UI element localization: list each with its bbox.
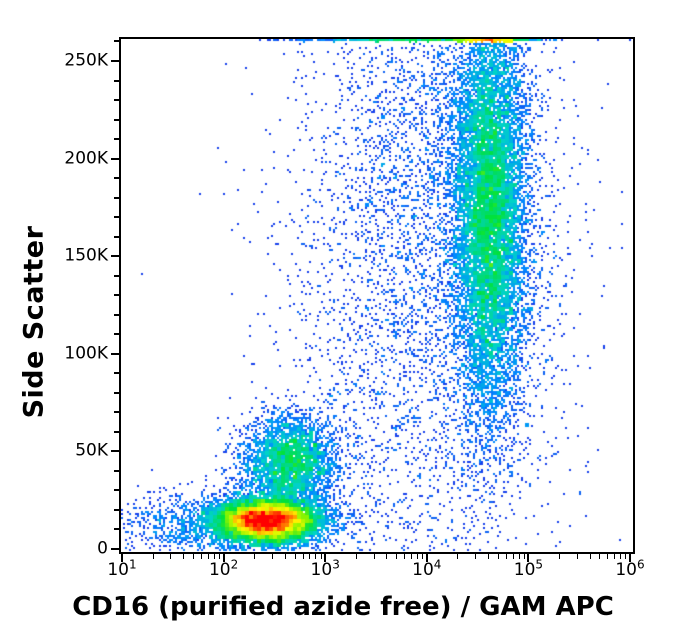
x-minor-tick xyxy=(302,554,304,559)
x-tick-label: 103 xyxy=(310,557,340,580)
x-tick-label: 105 xyxy=(513,557,544,580)
y-minor-tick xyxy=(114,118,119,121)
x-minor-tick xyxy=(396,554,398,559)
x-minor-tick xyxy=(294,554,296,559)
y-minor-tick xyxy=(114,430,119,433)
y-minor-tick xyxy=(114,40,119,43)
density-scatter-canvas xyxy=(121,39,633,552)
y-minor-tick xyxy=(114,391,119,394)
x-tick-label: 101 xyxy=(107,557,137,580)
y-minor-tick xyxy=(114,508,119,511)
x-minor-tick xyxy=(386,554,388,559)
y-minor-tick xyxy=(114,411,119,414)
x-major-tick xyxy=(121,554,123,562)
y-minor-tick xyxy=(114,333,119,336)
y-minor-tick xyxy=(114,528,119,531)
x-minor-tick xyxy=(523,554,525,559)
y-minor-tick xyxy=(114,489,119,492)
x-minor-tick xyxy=(625,554,627,559)
x-major-tick xyxy=(324,554,327,562)
x-minor-tick xyxy=(213,554,215,559)
x-minor-tick xyxy=(457,554,459,559)
x-minor-tick xyxy=(201,554,203,559)
x-axis-title: CD16 (purified azide free) / GAM APC xyxy=(72,592,614,622)
y-major-tick xyxy=(111,450,119,453)
y-major-tick xyxy=(111,548,119,550)
x-minor-tick xyxy=(404,554,406,559)
x-minor-tick xyxy=(416,554,418,559)
x-minor-tick xyxy=(373,554,375,559)
y-minor-tick xyxy=(114,196,119,199)
y-major-tick xyxy=(111,352,119,355)
y-major-tick xyxy=(111,157,119,160)
x-major-tick xyxy=(425,554,428,562)
plot-frame xyxy=(119,37,635,554)
y-minor-tick xyxy=(114,79,119,82)
x-minor-tick xyxy=(254,554,256,559)
x-minor-tick xyxy=(576,554,578,559)
x-minor-tick xyxy=(152,554,154,559)
x-minor-tick xyxy=(599,554,601,559)
y-minor-tick xyxy=(114,294,119,297)
y-minor-tick xyxy=(114,313,119,316)
x-minor-tick xyxy=(518,554,520,559)
x-minor-tick xyxy=(218,554,220,559)
x-minor-tick xyxy=(193,554,194,559)
y-tick-label: 200K xyxy=(64,148,108,169)
x-minor-tick xyxy=(315,554,317,559)
y-minor-tick xyxy=(114,99,119,102)
y-minor-tick xyxy=(114,138,119,141)
y-major-tick xyxy=(111,255,119,258)
y-minor-tick xyxy=(114,274,119,277)
x-minor-tick xyxy=(170,554,172,559)
x-major-tick xyxy=(222,554,225,562)
y-minor-tick xyxy=(114,235,119,238)
y-tick-label: 250K xyxy=(64,50,108,71)
x-minor-tick xyxy=(589,554,591,559)
x-minor-tick xyxy=(497,554,499,559)
y-tick-label: 150K xyxy=(64,245,108,266)
y-tick-label: 0 xyxy=(97,538,108,559)
y-minor-tick xyxy=(114,216,119,219)
x-minor-tick xyxy=(607,554,609,559)
x-minor-tick xyxy=(475,554,477,559)
x-minor-tick xyxy=(284,554,286,559)
x-minor-tick xyxy=(422,554,424,559)
x-minor-tick xyxy=(207,554,209,559)
x-tick-label: 102 xyxy=(208,557,239,580)
y-minor-tick xyxy=(114,469,119,472)
x-minor-tick xyxy=(355,554,357,559)
x-tick-label: 104 xyxy=(412,557,442,580)
x-major-tick xyxy=(629,554,631,562)
x-minor-tick xyxy=(558,554,560,559)
x-minor-tick xyxy=(512,554,514,559)
y-tick-label: 100K xyxy=(64,343,108,364)
x-minor-tick xyxy=(614,554,616,559)
x-minor-tick xyxy=(411,554,413,559)
x-major-tick xyxy=(527,554,530,562)
x-minor-tick xyxy=(272,554,274,559)
x-minor-tick xyxy=(309,554,311,559)
x-tick-label: 106 xyxy=(615,557,645,580)
y-tick-label: 50K xyxy=(75,440,108,461)
x-minor-tick xyxy=(487,554,489,559)
x-minor-tick xyxy=(505,554,507,559)
y-major-tick xyxy=(111,60,119,62)
x-minor-tick xyxy=(620,554,622,559)
x-minor-tick xyxy=(183,554,185,559)
y-minor-tick xyxy=(114,372,119,375)
y-minor-tick xyxy=(114,177,119,180)
x-minor-tick xyxy=(320,554,322,559)
